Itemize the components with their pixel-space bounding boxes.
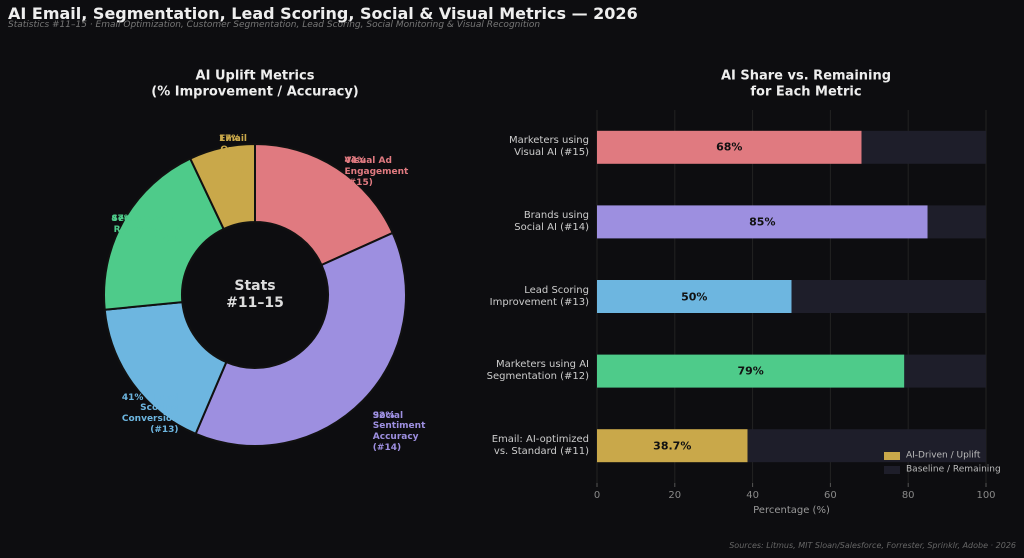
source-note: Sources: Litmus, MIT Sloan/Salesforce, F… bbox=[729, 541, 1016, 550]
bar-segment bbox=[597, 429, 748, 463]
donut-slice bbox=[194, 231, 407, 447]
slice-value-label: 47% bbox=[111, 213, 133, 224]
donut-slice bbox=[254, 142, 394, 267]
y-tick-label: Marketers using AI Segmentation (#12) bbox=[486, 359, 589, 383]
bar-segment bbox=[597, 130, 862, 164]
legend-label: AI-Driven / Uplift bbox=[906, 450, 981, 461]
bar-segment bbox=[861, 130, 986, 164]
bar-segment bbox=[597, 280, 792, 313]
bar-segment bbox=[927, 205, 986, 239]
y-tick-label: Email: AI-optimized vs. Standard (#11) bbox=[491, 433, 589, 457]
bar-value-label: 38.7% bbox=[653, 439, 692, 453]
slice-name-label: Visual Ad Engagement (#15) bbox=[344, 156, 409, 188]
slice-value-label: 17% bbox=[218, 134, 241, 145]
slice-name-label: Lead Scoring Conversion (#13) bbox=[121, 392, 179, 435]
page-subtitle: Statistics #11–15 · Email Optimization, … bbox=[8, 20, 541, 30]
donut-slice bbox=[103, 301, 228, 436]
bar-value-label: 79% bbox=[737, 364, 764, 378]
chart-title: AI Uplift Metrics (% Improvement / Accur… bbox=[151, 68, 359, 99]
center-label: Stats #11–15 bbox=[226, 278, 284, 311]
bar-segment bbox=[597, 354, 905, 388]
x-tick-label: 60 bbox=[824, 490, 837, 501]
slice-name-label: Segmentation Response Lift (#12) bbox=[111, 213, 183, 246]
x-tick-label: 20 bbox=[668, 490, 682, 501]
slice-value-label: 44% bbox=[344, 156, 367, 167]
bar-segment bbox=[791, 280, 986, 313]
bar-value-label: 85% bbox=[749, 215, 776, 229]
x-tick-label: 80 bbox=[901, 490, 915, 501]
x-tick-label: 100 bbox=[976, 490, 996, 501]
slice-name-label: Social Sentiment Accuracy (#14) bbox=[372, 410, 426, 453]
bar-segment bbox=[904, 354, 986, 388]
slice-value-label: 41% bbox=[121, 392, 144, 403]
donut-slice bbox=[188, 142, 256, 231]
y-tick-label: Lead Scoring Improvement (#13) bbox=[489, 284, 589, 308]
page-title: AI Email, Segmentation, Lead Scoring, So… bbox=[8, 4, 638, 23]
x-axis-label: Percentage (%) bbox=[753, 505, 830, 516]
bar-segment bbox=[747, 429, 986, 463]
legend-swatch bbox=[884, 466, 900, 474]
slice-value-label: 92% bbox=[372, 410, 395, 421]
bar-value-label: 50% bbox=[681, 289, 708, 303]
slice-name-label: Email Open Rate Lift (#11) bbox=[218, 134, 248, 188]
chart-title: AI Share vs. Remaining for Each Metric bbox=[720, 68, 892, 99]
donut-slice bbox=[103, 157, 226, 311]
x-tick-label: 0 bbox=[593, 490, 601, 501]
legend-swatch bbox=[884, 452, 900, 460]
bar-segment bbox=[597, 205, 928, 239]
y-tick-label: Marketers using Visual AI (#15) bbox=[508, 135, 589, 159]
bar-value-label: 68% bbox=[716, 140, 743, 154]
y-tick-label: Brands using Social AI (#14) bbox=[514, 209, 589, 233]
x-tick-label: 40 bbox=[746, 490, 759, 501]
legend-label: Baseline / Remaining bbox=[906, 464, 1001, 475]
